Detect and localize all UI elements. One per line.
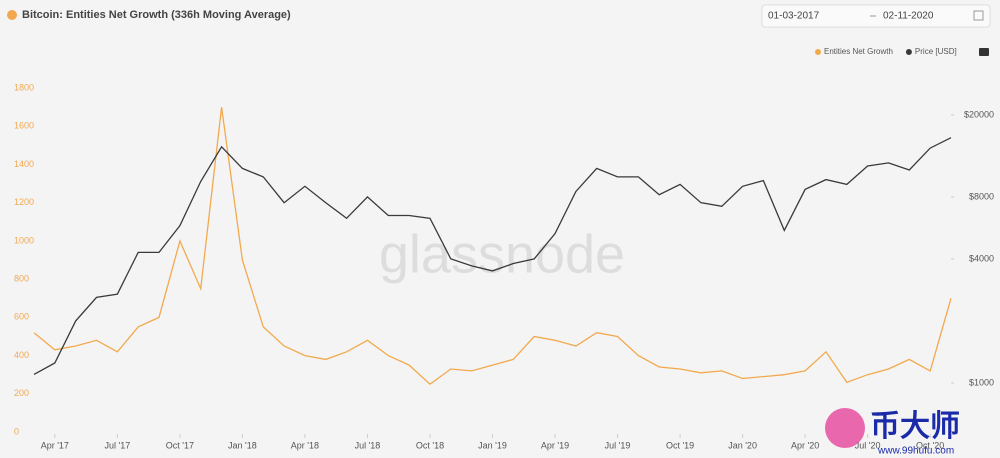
calendar-icon[interactable] <box>973 10 984 21</box>
series-line <box>33 107 952 386</box>
y-tick-label: 200 <box>14 388 29 398</box>
x-tick-label: Jul '19 <box>605 440 631 450</box>
logo-name: 币大师 <box>870 410 960 443</box>
y-tick-label: 400 <box>14 350 29 360</box>
y-tick-label: 1800 <box>14 82 34 92</box>
y-tick-label: 1200 <box>14 197 34 207</box>
x-tick-label: Jan '18 <box>228 440 257 450</box>
series-line <box>33 137 952 375</box>
x-tick-label: Oct '19 <box>666 440 694 450</box>
y-tick-label: 0 <box>14 426 19 436</box>
legend-label: Entities Net Growth <box>824 47 893 56</box>
y2-tick-label: $4000 <box>969 253 994 263</box>
bitcoin-icon <box>7 10 17 20</box>
watermark: glassnode <box>379 224 625 284</box>
x-tick-label: Apr '17 <box>41 440 69 450</box>
y2-tick-label: $8000 <box>969 191 994 201</box>
x-tick-label: Jul '17 <box>104 440 130 450</box>
x-tick-label: Oct '17 <box>166 440 194 450</box>
y-tick-label: 600 <box>14 312 29 322</box>
y-tick-label: 800 <box>14 274 29 284</box>
y2-tick-label: $20000 <box>964 109 994 119</box>
y-tick-label: 1600 <box>14 121 34 131</box>
x-tick-label: Oct '18 <box>416 440 444 450</box>
date-start[interactable]: 01-03-2017 <box>768 11 820 22</box>
legend-label: Price [USD] <box>915 47 957 56</box>
x-tick-label: Jul '18 <box>355 440 381 450</box>
x-tick-label: Jul '20 <box>855 440 881 450</box>
y-tick-label: 1000 <box>14 235 34 245</box>
legend-marker <box>815 49 821 55</box>
date-end[interactable]: 02-11-2020 <box>883 11 934 22</box>
y2-tick-label: $1000 <box>969 377 994 387</box>
plot: 0 200 400 600 800 1000 1200 1400 1600 1800 $1000 $4… <box>14 47 994 450</box>
logo-icon <box>825 408 865 448</box>
x-tick-label: Apr '18 <box>291 440 319 450</box>
x-tick-label: Apr '20 <box>791 440 819 450</box>
x-tick-label: Oct '20 <box>916 440 944 450</box>
camera-icon[interactable] <box>979 48 989 56</box>
chart-title: Bitcoin: Entities Net Growth (336h Movin… <box>22 9 291 21</box>
x-tick-label: Jan '20 <box>728 440 757 450</box>
logo-url: www.99hufu.com <box>877 446 954 457</box>
x-tick-label: Jan '19 <box>478 440 507 450</box>
x-tick-label: Apr '19 <box>541 440 569 450</box>
y-tick-label: 1400 <box>14 159 34 169</box>
legend-marker <box>905 49 912 55</box>
